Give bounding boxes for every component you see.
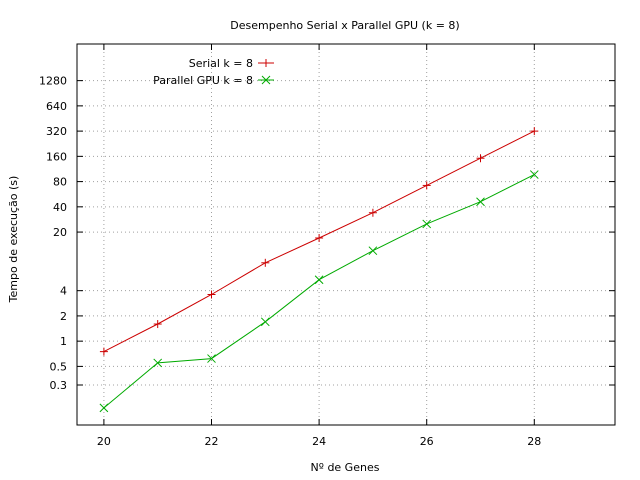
plot-frame bbox=[76, 43, 616, 426]
legend-swatch-marker bbox=[261, 75, 271, 85]
data-point bbox=[476, 197, 485, 207]
marker-stroke bbox=[153, 358, 163, 368]
marker-stroke bbox=[314, 275, 324, 285]
y-tick-label: 2 bbox=[60, 310, 67, 323]
data-point bbox=[529, 170, 539, 179]
data-point bbox=[261, 258, 270, 267]
data-point bbox=[314, 275, 324, 285]
x-axis-label: Nº de Genes bbox=[311, 461, 380, 474]
marker-stroke bbox=[529, 170, 539, 179]
x-tick-label: 20 bbox=[97, 435, 111, 448]
data-point bbox=[153, 358, 163, 368]
legend-label: Serial k = 8 bbox=[189, 57, 253, 70]
y-tick-label: 320 bbox=[46, 125, 67, 138]
legend-swatch-marker bbox=[262, 59, 270, 67]
legend-label: Parallel GPU k = 8 bbox=[153, 74, 253, 87]
x-tick-label: 26 bbox=[420, 435, 434, 448]
data-point bbox=[422, 219, 432, 229]
y-tick-label: 80 bbox=[53, 176, 67, 189]
y-tick-label: 0.5 bbox=[50, 360, 68, 373]
y-tick-label: 40 bbox=[53, 201, 67, 214]
data-point bbox=[368, 208, 377, 217]
marker-stroke bbox=[368, 246, 378, 256]
data-point bbox=[99, 403, 109, 413]
grid-lines bbox=[77, 44, 615, 425]
data-point bbox=[207, 354, 216, 363]
y-tick-label: 1280 bbox=[39, 75, 67, 88]
data-point bbox=[368, 246, 378, 256]
data-point bbox=[476, 154, 485, 163]
data-point bbox=[422, 181, 431, 190]
y-tick-label: 1 bbox=[60, 335, 67, 348]
y-axis-label: Tempo de execução (s) bbox=[7, 176, 20, 304]
x-tick-label: 24 bbox=[312, 435, 326, 448]
y-tick-label: 160 bbox=[46, 150, 67, 163]
marker-stroke bbox=[260, 317, 270, 327]
y-tick-label: 4 bbox=[60, 285, 67, 298]
data-point bbox=[315, 233, 324, 242]
y-tick-label: 0.3 bbox=[50, 379, 68, 392]
chart-title: Desempenho Serial x Parallel GPU (k = 8) bbox=[230, 19, 459, 32]
data-point bbox=[153, 320, 162, 329]
marker-stroke bbox=[207, 354, 216, 363]
legend: Serial k = 8 Parallel GPU k = 8 bbox=[153, 57, 274, 87]
marker-stroke bbox=[422, 219, 432, 229]
x-tick-label: 28 bbox=[527, 435, 541, 448]
data-point bbox=[530, 127, 539, 136]
marker-stroke bbox=[476, 197, 485, 207]
y-tick-label: 640 bbox=[46, 100, 67, 113]
data-point bbox=[260, 317, 270, 327]
x-tick-label: 22 bbox=[205, 435, 219, 448]
data-point bbox=[99, 347, 108, 356]
series-layer bbox=[99, 127, 539, 413]
marker-stroke bbox=[99, 403, 109, 413]
marker-stroke bbox=[261, 75, 271, 85]
y-tick-label: 20 bbox=[53, 226, 67, 239]
data-point bbox=[207, 290, 216, 299]
